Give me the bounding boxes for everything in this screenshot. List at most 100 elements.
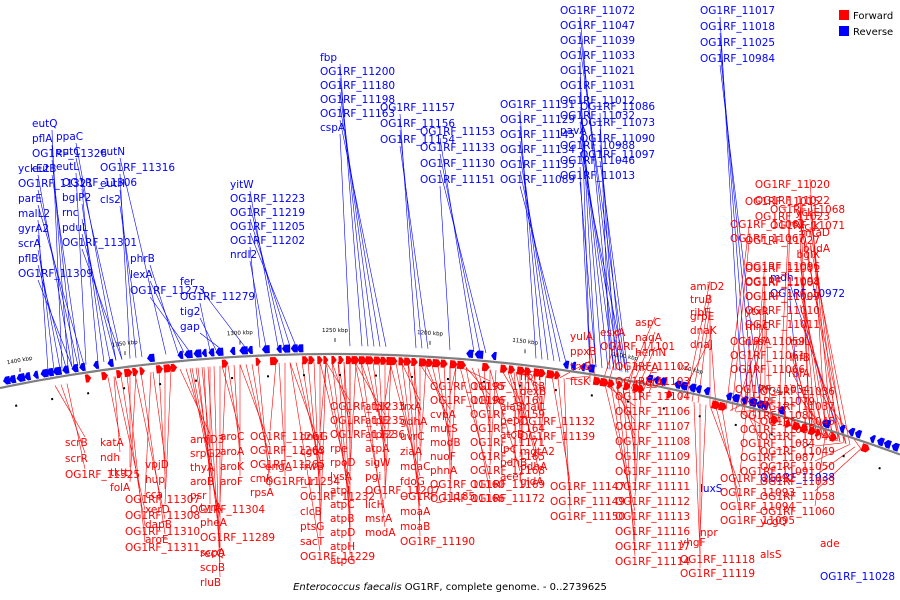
reverse-gene-arrow [296, 344, 304, 353]
forward-leader-line [721, 408, 741, 516]
forward-gene-label: OG1RF_11168 [470, 465, 545, 477]
forward-gene-label: OG1RF_11304 [190, 504, 265, 516]
forward-leader-line [349, 362, 357, 472]
forward-gene-label: OG1RF_11159 [470, 409, 545, 421]
forward-gene-arrow [516, 366, 526, 375]
forward-leader-line [693, 401, 701, 555]
reverse-gene-label: OG1RF_11089 [500, 174, 575, 186]
forward-leader-line [809, 242, 851, 446]
genome-backbone-arc [0, 352, 900, 456]
forward-gene-arrow [338, 356, 344, 365]
reverse-gene-arrow [247, 345, 253, 355]
forward-gene-label: OG1RF_11015 [745, 196, 820, 208]
forward-gene-label: yulA [570, 331, 594, 343]
reverse-gene-arrow [587, 364, 596, 373]
forward-leader-line [483, 368, 491, 438]
reverse-gene-label: OG1RF_11012 [560, 95, 635, 107]
reverse-gene-label: OG1RF_11163 [320, 108, 395, 120]
reverse-gene-arrow [756, 400, 765, 410]
reverse-gene-arrow [290, 344, 298, 353]
forward-gene-label: scrR [65, 453, 88, 465]
forward-gene-label: ade [820, 538, 840, 550]
forward-gene-label: clcB [300, 506, 322, 518]
forward-gene-arrow [770, 415, 779, 425]
forward-gene-label: atpK [365, 401, 390, 413]
forward-gene-label: OG1RF_11190 [400, 536, 475, 548]
reverse-leader-line [81, 218, 111, 362]
forward-gene-label: malL [520, 401, 546, 413]
forward-leader-line [337, 361, 351, 528]
reverse-gene-arrow [52, 366, 63, 376]
reverse-gene-arrow [62, 365, 70, 374]
minor-tick [159, 382, 162, 386]
forward-gene-arrow [499, 364, 508, 373]
forward-gene-label: tyrA [200, 502, 223, 514]
reverse-gene-label: OG1RF_11013 [560, 170, 635, 182]
reverse-gene-arrow [653, 376, 660, 385]
forward-gene-label: grpE [690, 311, 714, 323]
reverse-gene-label: OG1RF_11025 [700, 37, 775, 49]
reverse-gene-arrow [848, 427, 856, 437]
forward-gene-label: OG1RF_11067 [730, 233, 805, 245]
forward-gene-arrow [255, 357, 261, 366]
reverse-leader-line [439, 137, 475, 353]
forward-gene-label: nagA [635, 332, 663, 344]
reverse-gene-label: OG1RF_11131 [500, 99, 575, 111]
forward-gene-label: cgtA [300, 446, 325, 458]
forward-leader-line [789, 351, 819, 435]
reverse-gene-arrow [491, 351, 497, 361]
reverse-gene-label: OG1RF_10988 [560, 140, 635, 152]
reverse-leader-line [37, 249, 61, 369]
forward-gene-arrow [155, 365, 164, 374]
reverse-gene-label: OG1RF_11097 [580, 149, 655, 161]
forward-gene-label: cvpA [430, 409, 457, 421]
forward-gene-label: OG1RF_11082 [740, 424, 815, 436]
reverse-gene-label: OG1RF_11134 [500, 144, 575, 156]
forward-leader-line [601, 326, 621, 385]
forward-gene-label: OG1RF_11099 [745, 291, 820, 303]
reverse-gene-label: eutN [100, 146, 125, 158]
forward-gene-label: atpE [365, 415, 389, 427]
forward-gene-label: OG1RF_11023 [755, 211, 830, 223]
forward-gene-label: mutS [430, 423, 458, 435]
forward-gene-label: lysA [330, 471, 353, 483]
forward-gene-label: yclK [798, 221, 821, 233]
forward-gene-label: mtaD [801, 227, 830, 239]
forward-leader-line [114, 376, 146, 511]
forward-gene-arrow [546, 369, 556, 379]
reverse-gene-label: malL2 [18, 208, 50, 220]
forward-gene-label: OG1RF_11081 [740, 410, 815, 422]
forward-leader-line [378, 362, 386, 472]
forward-leader-line [158, 371, 166, 475]
minor-tick [410, 375, 413, 378]
reverse-leader-line [339, 133, 351, 347]
forward-gene-label: gldA [520, 476, 544, 488]
forward-gene-label: atoB [500, 429, 524, 441]
forward-gene-arrow [269, 356, 279, 366]
forward-gene-label: ppx3 [570, 346, 596, 358]
forward-gene-label: pgi [365, 471, 381, 483]
forward-gene-label: OG1RF_11164 [470, 423, 545, 435]
reverse-gene-arrow [208, 348, 215, 357]
forward-gene-label: OG1RF_11068 [770, 204, 845, 216]
forward-gene-label: OG1RF_11020 [755, 179, 830, 191]
reverse-gene-arrow [229, 346, 236, 356]
forward-gene-label: pepT [500, 415, 527, 427]
reverse-gene-label: OG1RF_11028 [820, 571, 895, 583]
reverse-gene-arrow [261, 345, 270, 354]
forward-leader-line [384, 363, 392, 500]
forward-leader-line [126, 374, 146, 543]
forward-leader-line [459, 366, 491, 480]
reverse-gene-arrow [16, 373, 26, 382]
forward-gene-label: rbfA [788, 368, 811, 380]
forward-gene-arrow [426, 358, 434, 367]
forward-leader-line [799, 195, 811, 433]
forward-gene-label: OG1RF_11011 [745, 319, 820, 331]
reverse-gene-label: OG1RF_11326 [32, 148, 107, 160]
forward-gene-label: gdhA [400, 416, 428, 428]
forward-gene-label: aroA [220, 446, 245, 458]
forward-leader-line [319, 362, 327, 537]
reverse-gene-arrow [646, 374, 654, 384]
reverse-gene-arrow [580, 363, 586, 372]
forward-gene-label: OG1RF_11111 [615, 481, 690, 493]
